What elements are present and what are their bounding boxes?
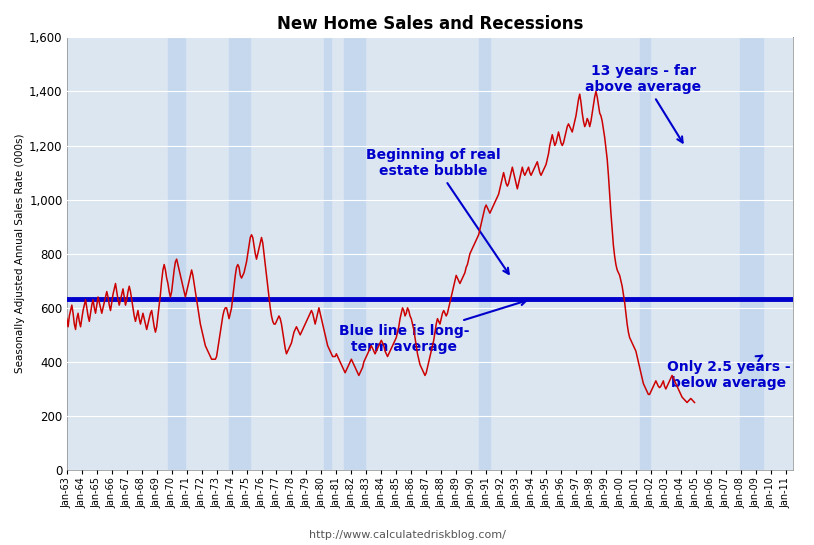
Title: New Home Sales and Recessions: New Home Sales and Recessions	[277, 15, 583, 33]
Bar	[479, 38, 490, 470]
Bar	[739, 38, 764, 470]
Text: 13 years - far
above average: 13 years - far above average	[585, 64, 702, 143]
Bar	[229, 38, 250, 470]
Bar	[324, 38, 331, 470]
Bar	[344, 38, 365, 470]
Y-axis label: Seasonally Adjusted Annual Sales Rate (000s): Seasonally Adjusted Annual Sales Rate (0…	[15, 134, 25, 373]
Bar	[640, 38, 650, 470]
Text: Beginning of real
estate bubble: Beginning of real estate bubble	[366, 148, 509, 274]
Bar	[168, 38, 186, 470]
Text: http://www.calculatedriskblog.com/: http://www.calculatedriskblog.com/	[309, 530, 505, 541]
Text: Blue line is long-
term average: Blue line is long- term average	[339, 300, 526, 354]
Text: Only 2.5 years -
below average: Only 2.5 years - below average	[667, 355, 790, 390]
